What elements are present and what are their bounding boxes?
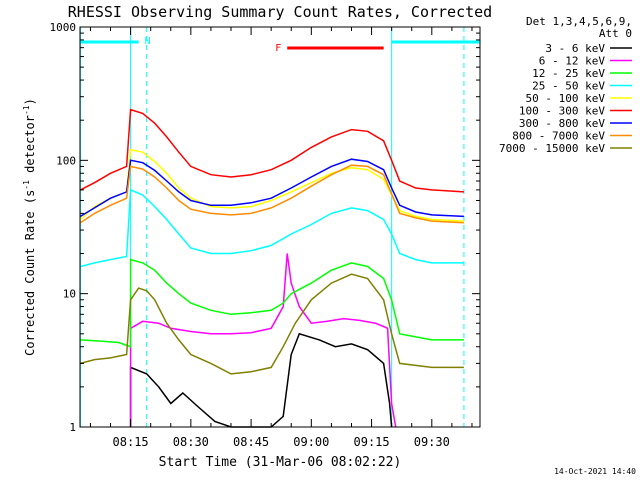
series-line-3 xyxy=(80,188,464,268)
plot-frame xyxy=(79,26,481,428)
y-tick-label-3: 1000 xyxy=(50,21,77,34)
series-line-0 xyxy=(129,332,393,428)
legend-entry-label-0: 3 - 6 keV xyxy=(545,42,605,55)
y-tick-label-1: 10 xyxy=(63,288,76,301)
y-tick-label-2: 100 xyxy=(56,154,76,167)
series-line-2 xyxy=(80,258,464,348)
series-line-5 xyxy=(80,108,464,193)
x-tick-label-4: 09:15 xyxy=(354,435,390,449)
legend-entry-label-3: 25 - 50 keV xyxy=(532,80,605,93)
series-line-4 xyxy=(79,148,464,222)
legend-header: Det 1,3,4,5,6,9, Att 0 xyxy=(526,15,632,40)
flare-marker-label: F xyxy=(275,43,281,54)
legend-entry-label-1: 6 - 12 keV xyxy=(539,55,606,68)
y-axis: 1 10 100 1000 xyxy=(50,21,480,434)
y-axis-label: Corrected Count Rate (s-1 detector-1) xyxy=(22,98,37,356)
x-tick-label-5: 09:30 xyxy=(414,435,450,449)
y-axis-label-sup-2: -1 xyxy=(22,105,31,115)
legend-entry-label-4: 50 - 100 keV xyxy=(526,92,606,105)
x-tick-label-0: 08:15 xyxy=(113,435,149,449)
legend-header-line-1: Det 1,3,4,5,6,9, xyxy=(526,15,632,28)
timestamp-label: 14-Oct-2021 14:40 xyxy=(554,467,636,476)
legend-entry-label-6: 300 - 800 keV xyxy=(519,117,605,130)
x-tick-label-2: 08:45 xyxy=(233,435,269,449)
legend-entry-label-7: 800 - 7000 keV xyxy=(512,130,605,143)
series-line-1 xyxy=(129,253,397,428)
legend-entry-label-5: 100 - 300 keV xyxy=(519,105,605,118)
night-marker-label: N xyxy=(145,36,151,47)
x-axis: 08:15 08:30 08:45 09:00 09:15 09:30 xyxy=(89,27,473,449)
series-line-6 xyxy=(80,158,464,218)
legend-entry-label-2: 12 - 25 keV xyxy=(532,67,605,80)
series-layer xyxy=(79,108,464,428)
time-markers: NF xyxy=(79,27,480,427)
y-axis-label-main: Corrected Count Rate (s xyxy=(23,190,37,356)
legend-entry-label-8: 7000 - 15000 keV xyxy=(499,142,605,155)
y-axis-label-mid: detector xyxy=(23,115,37,180)
y-axis-label-end: ) xyxy=(23,98,37,105)
y-axis-label-sup-1: -1 xyxy=(22,180,31,190)
series-line-7 xyxy=(79,164,464,224)
x-tick-label-1: 08:30 xyxy=(173,435,209,449)
x-tick-label-3: 09:00 xyxy=(293,435,329,449)
legend-header-line-2: Att 0 xyxy=(599,27,632,40)
y-tick-label-0: 1 xyxy=(69,421,76,434)
series-line-8 xyxy=(80,273,464,375)
chart-title: RHESSI Observing Summary Count Rates, Co… xyxy=(68,3,492,21)
x-axis-label: Start Time (31-Mar-06 08:02:22) xyxy=(159,455,402,470)
